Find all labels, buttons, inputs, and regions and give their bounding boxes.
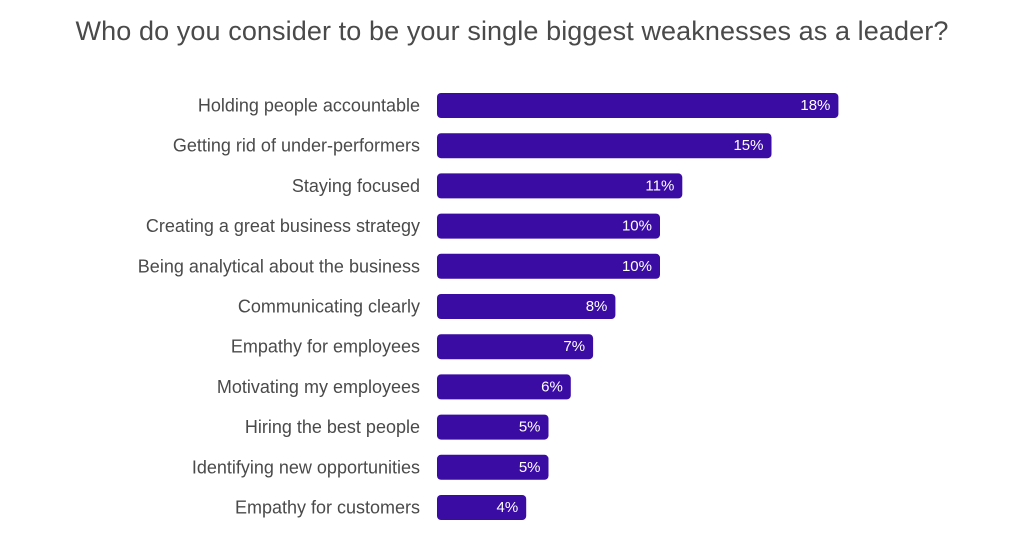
value-label: 11%	[645, 177, 674, 194]
bar	[437, 294, 616, 319]
category-label: Identifying new opportunities	[192, 457, 420, 477]
value-label: 15%	[733, 137, 763, 154]
bar	[437, 213, 660, 239]
category-label: Empathy for customers	[235, 498, 420, 518]
category-label: Hiring the best people	[245, 417, 420, 437]
category-label: Communicating clearly	[238, 297, 420, 317]
bar	[437, 93, 839, 118]
bar	[437, 253, 660, 279]
category-labels: Holding people accountable Getting rid of…	[138, 96, 420, 518]
value-label: 10%	[622, 258, 652, 275]
bar	[437, 173, 683, 199]
category-label: Holding people accountable	[198, 96, 420, 116]
bar	[437, 454, 549, 480]
value-labels: 18% 15% 11% 10% 10% 8% 7% 6% 5% 5% 4%	[497, 97, 831, 516]
bar	[437, 414, 549, 440]
value-label: 8%	[586, 298, 608, 315]
bar	[437, 334, 594, 360]
bar	[437, 374, 571, 400]
value-label: 5%	[519, 419, 541, 436]
value-label: 10%	[622, 218, 652, 235]
category-label: Being analytical about the business	[138, 256, 420, 276]
bars	[437, 93, 839, 520]
value-label: 18%	[800, 97, 830, 114]
category-label: Empathy for employees	[231, 337, 420, 357]
bar	[437, 133, 772, 159]
category-label: Getting rid of under-performers	[173, 136, 420, 156]
value-label: 7%	[563, 338, 585, 355]
value-label: 6%	[541, 378, 563, 395]
bar	[437, 495, 527, 520]
category-label: Creating a great business strategy	[146, 216, 420, 236]
category-label: Staying focused	[292, 176, 420, 196]
value-label: 5%	[519, 459, 541, 476]
category-label: Motivating my employees	[217, 377, 420, 397]
value-label: 4%	[497, 499, 519, 516]
chart-title: Who do you consider to be your single bi…	[75, 16, 949, 46]
